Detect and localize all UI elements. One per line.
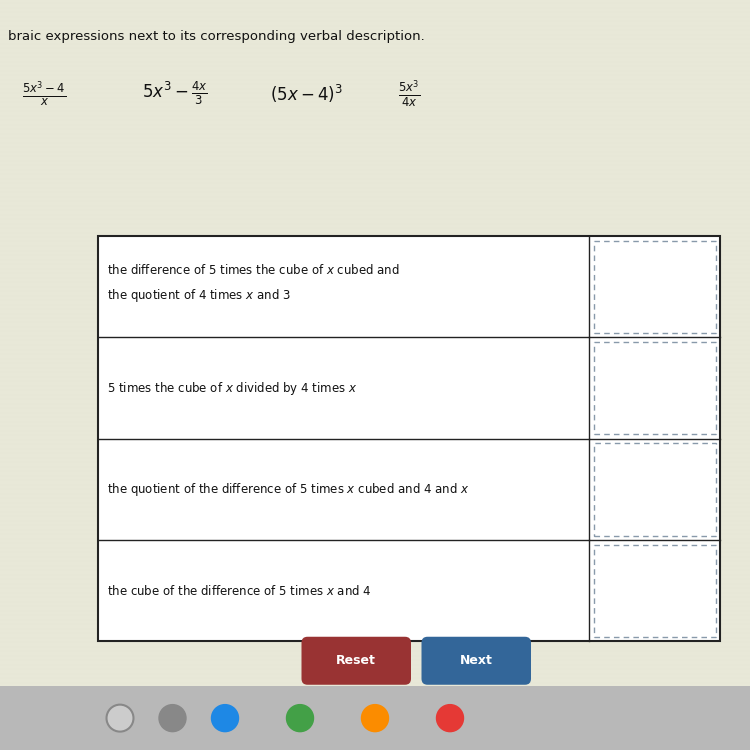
Bar [594,241,716,333]
Bar [594,443,716,536]
Circle shape [362,705,388,732]
Circle shape [436,705,463,732]
Text: Reset: Reset [336,654,376,668]
Text: $\frac{5x^3 - 4}{x}$: $\frac{5x^3 - 4}{x}$ [22,80,67,108]
Text: 5 times the cube of $x$ divided by 4 times $x$: 5 times the cube of $x$ divided by 4 tim… [106,380,357,397]
Text: the quotient of the difference of 5 times $x$ cubed and 4 and $x$: the quotient of the difference of 5 time… [106,481,469,498]
Bar [98,236,720,641]
Circle shape [211,705,238,732]
Text: $(5x - 4)^3$: $(5x - 4)^3$ [270,82,343,105]
Text: $\frac{5x^3}{4x}$: $\frac{5x^3}{4x}$ [398,78,420,110]
Text: $5x^3 - \frac{4x}{3}$: $5x^3 - \frac{4x}{3}$ [142,80,208,107]
FancyBboxPatch shape [422,637,531,685]
Circle shape [106,705,134,732]
Circle shape [286,705,314,732]
Circle shape [159,705,186,732]
Text: the cube of the difference of 5 times $x$ and 4: the cube of the difference of 5 times $x… [106,584,371,598]
Bar [98,236,720,641]
Bar [594,544,716,637]
Text: braic expressions next to its corresponding verbal description.: braic expressions next to its correspond… [8,30,424,43]
Bar [0,686,750,750]
Text: the difference of 5 times the cube of $x$ cubed and: the difference of 5 times the cube of $x… [106,263,399,278]
Text: Next: Next [460,654,493,668]
Text: the quotient of 4 times $x$ and 3: the quotient of 4 times $x$ and 3 [106,287,290,304]
Bar [594,342,716,434]
FancyBboxPatch shape [302,637,411,685]
